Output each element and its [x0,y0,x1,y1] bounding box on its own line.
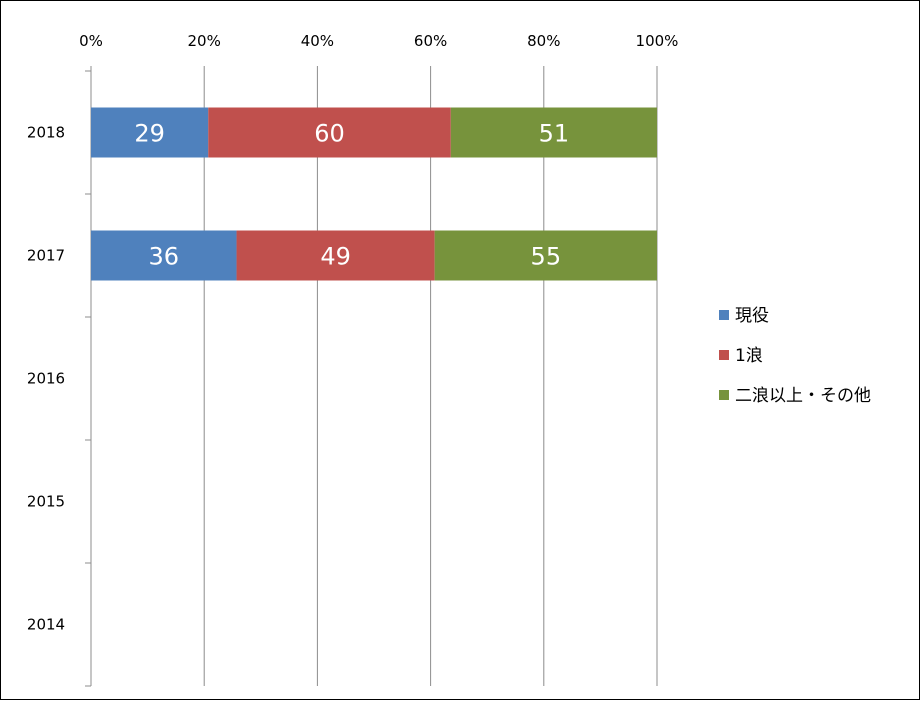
bar-data-label: 29 [134,120,165,148]
x-tick-label: 0% [79,32,103,50]
bar-data-label: 36 [148,243,179,271]
legend-swatch [719,390,729,400]
legend-label: 現役 [735,306,769,326]
bar-data-label: 51 [539,120,570,148]
legend-label: 1浪 [735,346,763,366]
legend-swatch [719,350,729,360]
x-tick-label: 100% [636,32,679,50]
y-category-label: 2014 [27,616,65,634]
bar-segment [91,230,237,281]
bar-data-label: 49 [320,243,351,271]
bar-segment [450,107,657,158]
bars: 29 60 51 36 49 55 [91,107,657,281]
y-category-label: 2015 [27,493,65,511]
axes: 0% 20% 40% 60% 80% 100% 2018 2017 2016 2015 2014 [27,32,679,687]
x-tick-label: 80% [527,32,560,50]
y-category-label: 2016 [27,370,65,388]
x-tick-label: 40% [301,32,334,50]
bar-segment [91,107,209,158]
y-category-label: 2017 [27,247,65,265]
legend-label: 二浪以上・その他 [735,386,871,406]
bar-data-label: 55 [531,243,562,271]
bar-segment [236,230,435,281]
legend-swatch [719,310,729,320]
bar-segment [208,107,451,158]
y-category-label: 2018 [27,124,65,142]
x-tick-label: 20% [188,32,221,50]
bar-segment [434,230,657,281]
x-tick-label: 60% [414,32,447,50]
bar-data-label: 60 [314,120,345,148]
gridlines [203,71,658,686]
